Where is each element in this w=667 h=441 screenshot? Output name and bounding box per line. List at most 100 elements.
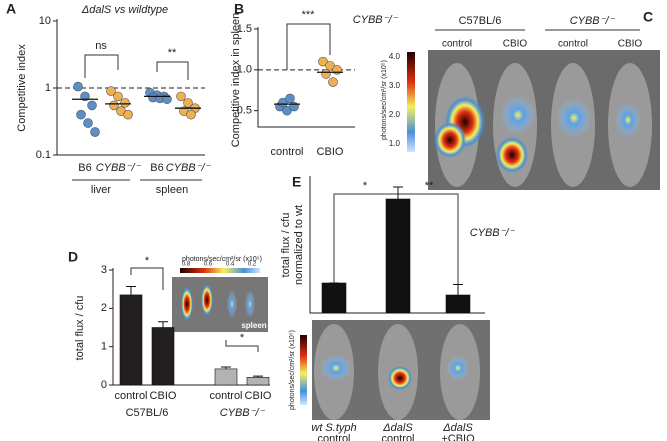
x-tick-label: ΔdalS [442, 422, 473, 434]
image-label: 0.8 [182, 262, 191, 268]
brackets [72, 23, 640, 352]
x-tick-label: wt S.typh [311, 422, 356, 434]
data-point [73, 81, 83, 92]
y-tick-label: 1.0 [237, 64, 252, 76]
x-tick-label: control [209, 390, 242, 402]
data-point [321, 69, 331, 79]
group-label: CYBB⁻/⁻ [220, 407, 266, 419]
data-point [332, 65, 342, 75]
image-label: 1.0 [389, 139, 401, 148]
image-label: 3.0 [389, 81, 401, 90]
bar [321, 282, 347, 314]
image-label: 4.0 [389, 52, 401, 61]
x-tick-label: CYBB⁻/⁻ [166, 162, 212, 174]
error-bar [126, 285, 136, 295]
image-label: spleen [241, 321, 266, 330]
image-label: 0.4 [226, 262, 235, 268]
bar [214, 368, 238, 386]
error-bar [453, 284, 463, 295]
y-tick-label: 0.5 [237, 105, 252, 117]
data-point [90, 127, 100, 137]
y-axis-label: Competitive index in spleen [230, 13, 242, 148]
annotation: *** [302, 9, 316, 21]
data-point [183, 98, 193, 108]
panel-label: A [6, 1, 16, 17]
image-label: C57BL/6 [459, 15, 502, 27]
bar [119, 294, 143, 386]
x-tick-label: control [114, 390, 147, 402]
annotation: ** [168, 47, 177, 59]
panel-d-inset [172, 268, 268, 332]
image-label: 2.0 [389, 110, 401, 119]
annotation: * [363, 180, 368, 192]
data-point [76, 109, 86, 120]
y-tick-label: 2 [101, 302, 107, 314]
charts: 0.1 1 10 Competitive index ΔdalS vs wildtype… [16, 4, 643, 441]
annotation: ** [425, 180, 434, 192]
error-bar [158, 321, 168, 328]
error-bar [253, 375, 263, 378]
y-axis-label: normalized to wt [293, 205, 305, 285]
axis [309, 176, 485, 314]
panel-label: E [292, 174, 301, 190]
x-tick-label: B6 [150, 162, 163, 174]
bar [151, 327, 175, 386]
image-label: photons/sec/cm²/sr (x10⁵) [381, 60, 388, 140]
x-tick-label: CYBB⁻/⁻ [96, 162, 142, 174]
image-label: CYBB⁻/⁻ [570, 15, 616, 27]
y-axis-label: Competitive index [16, 44, 28, 132]
image-label: 0.6 [204, 262, 213, 268]
image-label: photons/sec/cm²/sr (x10⁵) [289, 330, 296, 410]
annotation: ns [95, 40, 107, 52]
annotation: CYBB⁻/⁻ [353, 14, 399, 26]
bracket [130, 267, 164, 290]
x-tick-label: control [381, 433, 414, 441]
panel-e-images [300, 320, 490, 420]
y-tick-label: 0 [101, 379, 107, 391]
annotation: CYBB⁻/⁻ [470, 227, 516, 239]
image-label: CBIO [618, 39, 643, 50]
group-label: spleen [156, 184, 188, 196]
y-tick-label: 1.5 [237, 23, 252, 35]
y-axis-label: total flux / cfu [280, 213, 292, 278]
x-tick-label: control [317, 433, 350, 441]
x-tick-label: CBIO [150, 390, 177, 402]
axis [257, 27, 355, 128]
bracket [225, 340, 259, 352]
bar [445, 294, 471, 314]
y-tick-label: 0.1 [36, 149, 51, 161]
bar [385, 198, 411, 314]
image-label: 0.2 [248, 262, 257, 268]
colorbar [300, 335, 307, 405]
data-point [328, 77, 338, 87]
data-point [123, 109, 133, 120]
bar [246, 377, 270, 386]
chart-title: ΔdalS vs wildtype [81, 4, 168, 16]
panel-label: D [68, 249, 78, 265]
x-tick-label: +CBIO [441, 433, 475, 441]
panel-label: C [643, 9, 653, 25]
image-label: photons/sec/cm²/sr (x10⁵) [182, 256, 262, 263]
y-tick-label: 1 [45, 82, 51, 94]
data-point [87, 100, 97, 111]
y-axis-label: total flux / cfu [74, 296, 86, 361]
data-point [285, 93, 295, 104]
y-tick-label: 3 [101, 264, 107, 276]
data-point [289, 101, 299, 112]
x-tick-label: CBIO [317, 146, 344, 158]
bracket [286, 23, 331, 70]
error-bar [221, 366, 231, 369]
bracket [84, 54, 119, 78]
colorbar [180, 268, 260, 273]
image-label: control [442, 39, 472, 50]
y-tick-label: 10 [39, 15, 51, 27]
colorbar [407, 52, 415, 152]
annotation: * [145, 255, 150, 267]
annotation: * [240, 332, 245, 344]
bracket [156, 61, 189, 80]
data-point [109, 100, 119, 111]
group-label: liver [91, 184, 112, 196]
data-point [106, 86, 116, 96]
x-tick-label: control [270, 146, 303, 158]
